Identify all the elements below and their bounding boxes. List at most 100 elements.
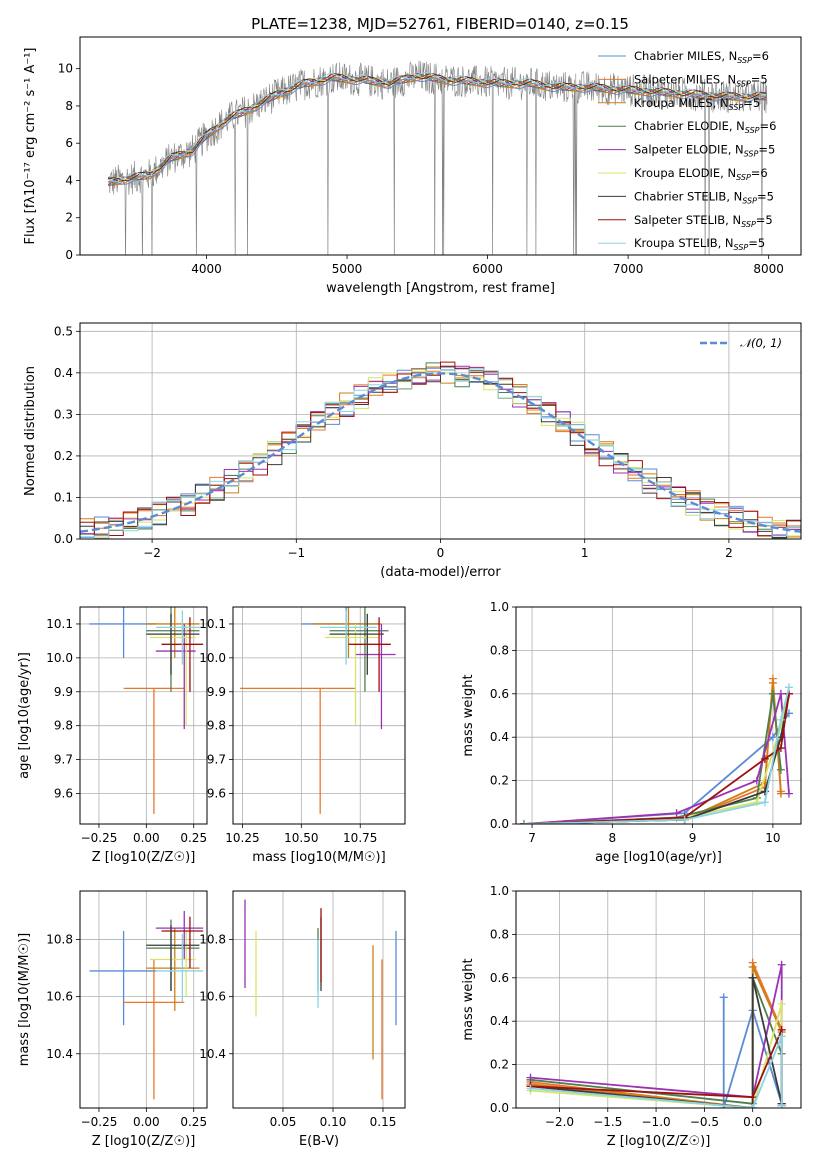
- weight-marker: [777, 1101, 786, 1108]
- legend-subscript: SSP: [741, 220, 756, 229]
- legend-subscript: SSP: [745, 126, 760, 135]
- x-tick-label: 7000: [613, 262, 644, 276]
- legend-count: =6: [752, 49, 769, 63]
- legend-subscript: SSP: [737, 56, 752, 65]
- legend-count: =5: [757, 189, 774, 203]
- legend-text: Salpeter MILES, N: [634, 72, 736, 86]
- legend-entry: Chabrier MILES, NSSP=6: [634, 49, 769, 65]
- y-tick-label: 10.1: [46, 617, 73, 631]
- y-tick-label: 10.6: [46, 990, 73, 1004]
- x-tick-label: −0.5: [690, 1115, 719, 1129]
- legend-subscript: SSP: [734, 243, 749, 252]
- x-tick-label: 0.25: [180, 831, 207, 845]
- weight-marker: [748, 1104, 757, 1108]
- axes-frame: [79, 36, 802, 256]
- axes-frame: [232, 890, 406, 1109]
- x-tick-label: 4000: [191, 262, 222, 276]
- legend-subscript: SSP: [742, 196, 757, 205]
- y-tick-label: 0.4: [54, 366, 73, 380]
- y-tick-label: 0.6: [490, 971, 509, 985]
- spectrum-panel: 4000 5000 6000 7000 8000 0 2 4 6 8 10 wavelength [A…: [23, 36, 802, 296]
- legend-entry: Kroupa MILES, NSSP=5: [634, 96, 760, 112]
- legend-subscript: SSP: [736, 173, 751, 182]
- y-tick-label: 0.0: [490, 817, 509, 831]
- y-tick-label: 4: [65, 173, 73, 187]
- x-tick-label: 10.50: [284, 831, 318, 845]
- legend-count: =6: [751, 166, 768, 180]
- legend-count: =5: [743, 96, 760, 110]
- y-tick-label: 9.8: [54, 719, 73, 733]
- normal-curve-line: [80, 372, 801, 533]
- y-axis-label: mass [log10(M/M☉)]: [17, 933, 32, 1066]
- plot-area: [89, 910, 204, 1100]
- x-tick-label: 10.25: [225, 831, 259, 845]
- y-axis-label: Flux [fλ10⁻¹⁷ erg cm⁻² s⁻¹ A⁻¹]: [23, 48, 38, 245]
- y-tick-label: 9.8: [207, 719, 226, 733]
- x-tick-label: 6000: [472, 262, 503, 276]
- x-tick-label: 1: [581, 546, 589, 560]
- weight-marker: [768, 733, 777, 742]
- y-tick-label: 9.6: [54, 786, 73, 800]
- weight-marker: [776, 715, 785, 724]
- y-axis-label: age [log10(age/yr)]: [17, 652, 32, 779]
- plot-area: [240, 607, 396, 814]
- x-tick-label: −1.5: [593, 1115, 622, 1129]
- figure-title: PLATE=1238, MJD=52761, FIBERID=0140, z=0…: [251, 15, 629, 33]
- weight-series-1: [523, 712, 790, 824]
- y-tick-label: 8: [65, 99, 73, 113]
- weight-series-3: [523, 682, 782, 824]
- y-tick-label: 9.7: [207, 753, 226, 767]
- legend-count: =5: [756, 213, 773, 227]
- weight-marker: [777, 1032, 786, 1041]
- weight-marker: [748, 973, 757, 982]
- legend-text: Chabrier MILES, N: [634, 49, 737, 63]
- legend-count: =5: [751, 72, 768, 86]
- y-tick-label: 0.1: [54, 490, 73, 504]
- y-tick-label: 0: [65, 248, 73, 262]
- y-tick-label: 0.2: [490, 1058, 509, 1072]
- y-tick-label: 10.0: [199, 651, 226, 665]
- weight-marker: [526, 1084, 535, 1093]
- x-tick-label: −1: [287, 546, 305, 560]
- weight-marker: [776, 689, 785, 698]
- y-tick-label: 10.8: [199, 933, 226, 947]
- legend-entry: Chabrier ELODIE, NSSP=6: [634, 119, 776, 135]
- x-tick-label: 0.05: [270, 1115, 297, 1129]
- y-tick-label: 9.7: [54, 753, 73, 767]
- x-tick-label: 0.15: [370, 1115, 397, 1129]
- y-tick-label: 0.3: [54, 407, 73, 421]
- plot-area: [520, 674, 793, 824]
- x-tick-label: −2.0: [545, 1115, 574, 1129]
- weight-marker: [752, 798, 761, 807]
- mass-age-panel: 10.25 10.50 10.75 9.6 9.7 9.8 9.9 10.0 10.1 mass …: [199, 606, 406, 865]
- weight-marker: [776, 765, 785, 774]
- weight-marker: [777, 960, 786, 969]
- z-age-panel: −0.25 0.00 0.25 9.6 9.7 9.8 9.9 10.0 10.1 Z [log1…: [17, 606, 208, 865]
- legend-text: Kroupa STELIB, N: [634, 236, 734, 250]
- model-spectrum-7: [107, 74, 766, 182]
- y-tick-label: 9.9: [54, 685, 73, 699]
- y-tick-label: 10: [58, 62, 73, 76]
- x-axis-label: Z [log10(Z/Z☉)]: [92, 850, 196, 865]
- weight-marker: [520, 820, 529, 824]
- y-axis-label: Normed distribution: [23, 366, 38, 496]
- weight-marker: [760, 754, 769, 763]
- y-tick-label: 9.6: [207, 786, 226, 800]
- axes-frame: [79, 890, 208, 1109]
- legend-entry: Kroupa ELODIE, NSSP=6: [634, 166, 768, 182]
- x-tick-label: 10.75: [343, 831, 377, 845]
- y-tick-label: 10.0: [46, 651, 73, 665]
- weight-marker: [760, 798, 769, 807]
- y-tick-label: 0.2: [54, 449, 73, 463]
- x-axis-label: E(B-V): [299, 1134, 339, 1149]
- legend-text: Chabrier STELIB, N: [634, 189, 742, 203]
- residuals-panel: −2 −1 0 1 2 0.0 0.1 0.2 0.3 0.4 0.5 (data-model)/er…: [23, 322, 802, 580]
- weight-marker: [776, 744, 785, 753]
- legend-text: Kroupa MILES, N: [634, 96, 729, 110]
- legend-count: =5: [758, 143, 775, 157]
- y-tick-label: 0.8: [490, 927, 509, 941]
- x-tick-label: 9: [689, 831, 697, 845]
- weight-marker: [680, 815, 689, 824]
- x-tick-label: 8000: [753, 262, 784, 276]
- y-tick-label: 0.5: [54, 324, 73, 338]
